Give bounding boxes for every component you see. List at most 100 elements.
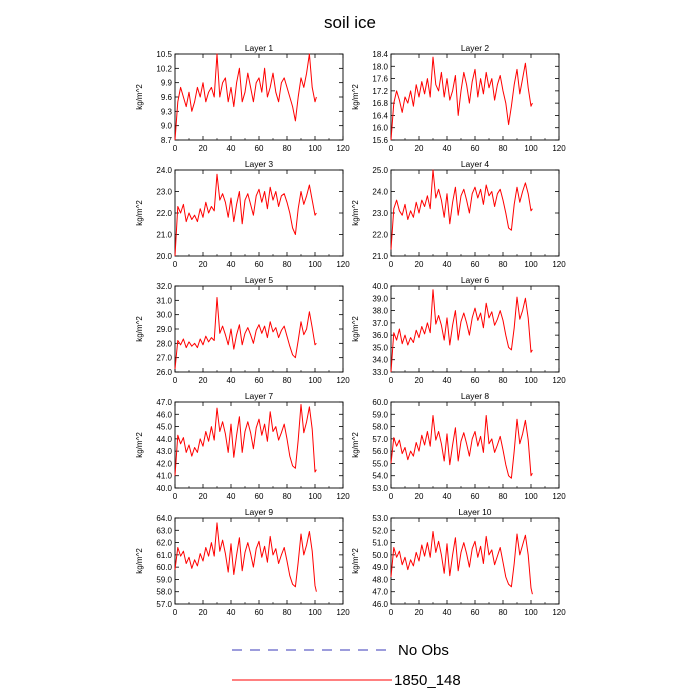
y-tick-label: 9.6 [161,93,173,102]
x-tick-label: 120 [336,492,350,501]
x-tick-label: 80 [283,144,292,153]
x-tick-label: 60 [255,376,264,385]
y-tick-label: 35.0 [372,343,388,352]
y-tick-label: 57.0 [372,435,388,444]
series-line-1850_148 [390,56,533,141]
y-tick-label: 23.0 [372,209,388,218]
y-tick-label: 47.0 [372,588,388,597]
x-tick-label: 80 [499,144,508,153]
x-tick-label: 60 [471,608,480,617]
y-tick-label: 29.0 [156,325,172,334]
plot-frame [390,169,560,257]
y-tick-label: 38.0 [372,307,388,316]
y-tick-label: 16.0 [372,124,388,133]
y-tick-label: 59.0 [156,575,172,584]
y-tick-label: 31.0 [156,296,172,305]
x-tick-label: 20 [415,260,424,269]
y-tick-label: 36.0 [372,331,388,340]
panel-layer-6: Layer 6 kg/m^2 0 20 40 60 80 100 120 33.0 34.0 35.0… [351,275,566,385]
panel-title: Layer 1 [245,43,274,53]
y-tick-label: 21.0 [156,231,172,240]
x-tick-label: 0 [173,144,178,153]
x-tick-label: 0 [389,144,394,153]
x-tick-label: 80 [499,260,508,269]
x-tick-label: 100 [524,260,538,269]
y-tick-label: 63.0 [156,526,172,535]
x-tick-label: 100 [524,144,538,153]
y-tick-label: 15.6 [372,136,388,145]
panel-layer-2: Layer 2 kg/m^2 0 20 40 60 80 100 120 15.6 16.0 16.4… [351,43,566,153]
x-tick-label: 120 [552,608,566,617]
panel-title: Layer 8 [461,391,490,401]
x-tick-label: 120 [336,608,350,617]
y-tick-label: 25.0 [372,166,388,175]
x-tick-label: 100 [308,260,322,269]
x-tick-label: 0 [173,608,178,617]
panel-layer-10: Layer 10 kg/m^2 0 20 40 60 80 100 120 46.0 47.0 48.… [351,507,566,617]
x-tick-label: 60 [255,144,264,153]
y-tick-label: 45.0 [156,423,172,432]
y-tick-label: 47.0 [156,398,172,407]
series-line-1850_148 [390,289,533,373]
y-tick-label: 18.0 [372,62,388,71]
y-tick-label: 40.0 [372,282,388,291]
y-tick-label: 27.0 [156,354,172,363]
y-tick-label: 10.2 [156,64,172,73]
y-tick-label: 24.0 [372,188,388,197]
legend: No Obs 1850_148 [232,642,461,689]
panel-layer-9: Layer 9 kg/m^2 0 20 40 60 80 100 120 57.0 58.0 59.0… [135,507,350,617]
y-tick-label: 17.2 [372,87,388,96]
x-tick-label: 0 [389,492,394,501]
x-tick-label: 100 [308,492,322,501]
y-tick-label: 52.0 [372,526,388,535]
series-line-1850_148 [174,297,317,370]
x-tick-label: 60 [471,260,480,269]
x-tick-label: 0 [389,260,394,269]
y-tick-label: 54.0 [372,472,388,481]
y-axis-label: kg/m^2 [135,84,144,110]
x-tick-label: 0 [173,260,178,269]
y-tick-label: 40.0 [156,484,172,493]
panel-title: Layer 6 [461,275,490,285]
x-tick-label: 40 [227,492,236,501]
y-tick-label: 58.0 [372,423,388,432]
y-tick-label: 16.8 [372,99,388,108]
x-tick-label: 0 [389,376,394,385]
x-tick-label: 40 [227,376,236,385]
y-tick-label: 58.0 [156,588,172,597]
x-tick-label: 100 [308,376,322,385]
x-tick-label: 20 [199,144,208,153]
panel-layer-4: Layer 4 kg/m^2 0 20 40 60 80 100 120 21.0 22.0 23.0… [351,159,566,269]
y-tick-label: 32.0 [156,282,172,291]
y-tick-label: 9.3 [161,107,173,116]
plot-frame [174,401,344,489]
x-tick-label: 80 [499,492,508,501]
y-tick-label: 26.0 [156,368,172,377]
panel-layer-3: Layer 3 kg/m^2 0 20 40 60 80 100 120 20.0 21.0 22.0… [135,159,350,269]
series-line-1850_148 [390,169,533,250]
x-tick-label: 80 [283,608,292,617]
y-tick-label: 50.0 [372,551,388,560]
y-tick-label: 44.0 [156,435,172,444]
y-tick-label: 10.5 [156,50,172,59]
x-tick-label: 120 [336,144,350,153]
y-tick-label: 17.6 [372,75,388,84]
x-tick-label: 20 [415,608,424,617]
plot-frame [390,285,560,373]
panel-layer-7: Layer 7 kg/m^2 0 20 40 60 80 100 120 40.0 41.0 42.0… [135,391,350,501]
x-tick-label: 20 [415,492,424,501]
y-tick-label: 41.0 [156,472,172,481]
x-tick-label: 100 [308,144,322,153]
x-tick-label: 40 [443,492,452,501]
x-tick-label: 40 [443,144,452,153]
x-tick-label: 40 [227,608,236,617]
plot-frame [174,285,344,373]
y-tick-label: 18.4 [372,50,388,59]
plot-frame [174,169,344,257]
x-tick-label: 80 [499,608,508,617]
x-tick-label: 20 [199,492,208,501]
y-tick-label: 60.0 [156,563,172,572]
y-tick-label: 22.0 [156,209,172,218]
series-line-1850_148 [390,531,533,595]
x-tick-label: 40 [227,144,236,153]
